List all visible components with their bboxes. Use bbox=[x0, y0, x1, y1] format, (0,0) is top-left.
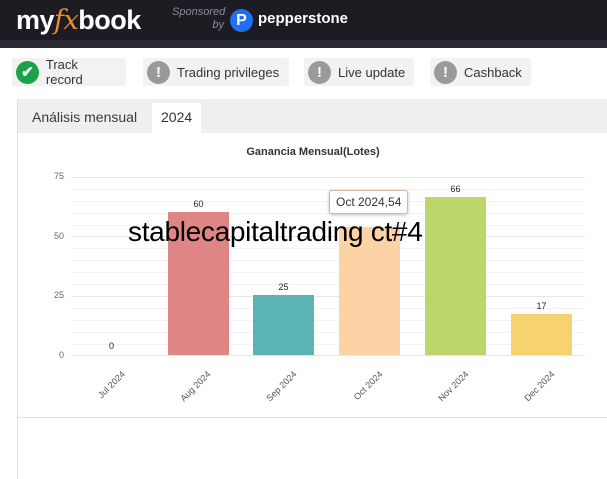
gridline-minor bbox=[71, 260, 585, 261]
gridline-minor bbox=[71, 284, 585, 285]
gridline-50 bbox=[71, 236, 585, 237]
tab-2024[interactable]: 2024 bbox=[152, 103, 202, 133]
panel-title: Análisis mensual bbox=[32, 109, 138, 125]
status-label: Cashback bbox=[464, 64, 522, 80]
myfxbook-logo[interactable]: myfxbook bbox=[16, 5, 141, 36]
status-label: Trading privileges bbox=[177, 64, 280, 80]
sponsored-by-text: Sponsored by bbox=[172, 6, 226, 31]
gridline-minor bbox=[71, 225, 585, 226]
x-label: Aug 2024 bbox=[178, 369, 214, 404]
status-trading-privileges[interactable]: ! Trading privileges bbox=[143, 58, 289, 86]
y-tick: 50 bbox=[53, 231, 64, 241]
x-label: Nov 2024 bbox=[436, 369, 472, 404]
bar-value-sep: 25 bbox=[278, 282, 289, 292]
x-label: Sep 2024 bbox=[264, 369, 300, 404]
gridline-minor bbox=[71, 213, 585, 214]
gridline-minor bbox=[71, 344, 585, 345]
navbar-strip bbox=[0, 40, 607, 48]
x-label: Dec 2024 bbox=[522, 369, 558, 404]
bar-value-aug: 60 bbox=[193, 199, 204, 209]
pepperstone-name[interactable]: pepperstone bbox=[258, 10, 349, 27]
gridline-minor bbox=[71, 332, 585, 333]
gridline-minor bbox=[71, 308, 585, 309]
panel-divider bbox=[18, 417, 607, 418]
bar-nov-2024[interactable] bbox=[425, 197, 486, 355]
gridline-75 bbox=[71, 177, 585, 178]
gridline-minor bbox=[71, 248, 585, 249]
gridline-minor bbox=[71, 320, 585, 321]
gridline-25 bbox=[71, 296, 585, 297]
gridline-minor bbox=[71, 201, 585, 202]
status-cashback[interactable]: ! Cashback bbox=[430, 58, 531, 86]
y-tick: 75 bbox=[53, 171, 64, 181]
bar-value-nov: 66 bbox=[450, 184, 461, 194]
bar-value-dec: 17 bbox=[536, 301, 547, 311]
x-label: Oct 2024 bbox=[352, 369, 386, 402]
gridline-0 bbox=[71, 355, 585, 356]
bar-aug-2024[interactable] bbox=[168, 212, 229, 355]
warning-icon: ! bbox=[147, 60, 170, 84]
watermark-text: stablecapitaltrading ct#4 bbox=[128, 216, 423, 247]
monthly-analysis-panel: Análisis mensual 2024 Ganancia Mensual(L… bbox=[17, 99, 607, 479]
status-track-record[interactable]: ✔ Track record bbox=[12, 57, 126, 87]
gridline-minor bbox=[71, 189, 585, 190]
status-label: Live update bbox=[338, 64, 406, 80]
warning-icon: ! bbox=[308, 60, 331, 84]
panel-header: Análisis mensual 2024 bbox=[18, 99, 607, 133]
monthly-gain-chart: Ganancia Mensual(Lotes) 75 50 25 0 0 60 … bbox=[18, 133, 607, 419]
warning-icon: ! bbox=[434, 60, 457, 84]
bar-value-jul: 0 bbox=[108, 341, 114, 351]
status-label: Track record bbox=[45, 57, 83, 87]
bar-oct-2024[interactable] bbox=[339, 227, 400, 355]
bar-sep-2024[interactable] bbox=[253, 295, 314, 355]
pepperstone-logo-icon[interactable]: P bbox=[230, 9, 253, 32]
x-label: Jul 2024 bbox=[95, 369, 128, 401]
y-tick: 0 bbox=[58, 350, 64, 360]
y-tick: 25 bbox=[53, 290, 64, 300]
bar-tooltip: Oct 2024,54 bbox=[329, 190, 409, 214]
status-live-update[interactable]: ! Live update bbox=[304, 58, 414, 86]
top-navbar: myfxbook Sponsored by P pepperstone bbox=[0, 0, 607, 40]
gridline-minor bbox=[71, 272, 585, 273]
check-icon: ✔ bbox=[16, 60, 39, 84]
chart-title: Ganancia Mensual(Lotes) bbox=[246, 146, 380, 158]
bar-dec-2024[interactable] bbox=[511, 314, 572, 355]
